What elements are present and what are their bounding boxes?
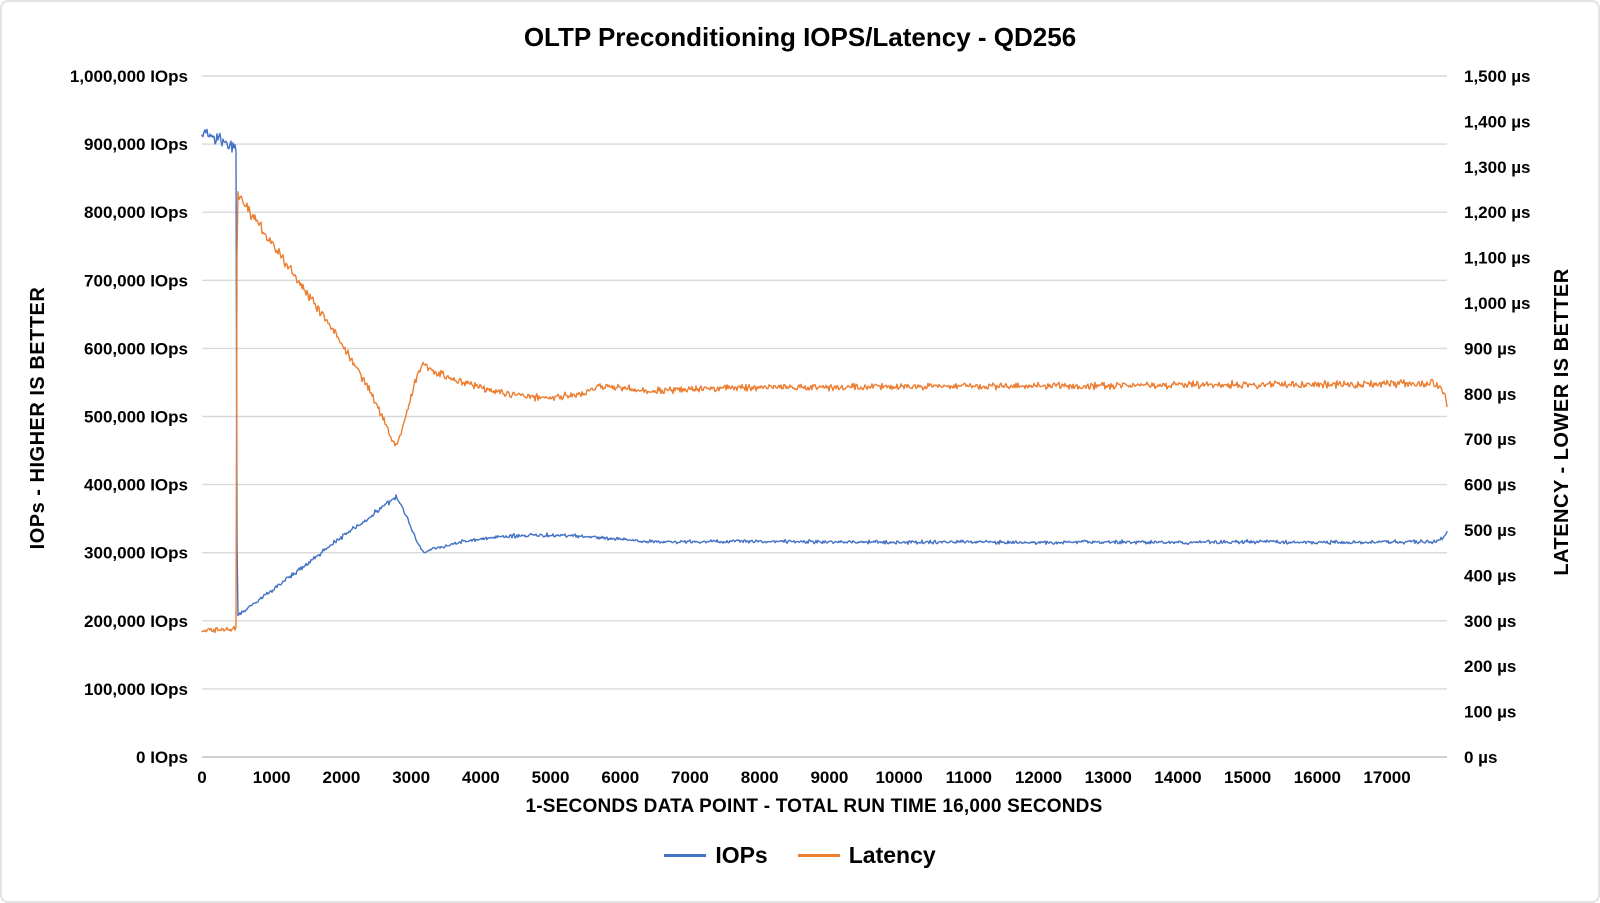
right-axis-tick-labels: 0 µs 100 µs 200 µs 300 µs 400 µs 500 µs 600 µs… — [1464, 67, 1531, 767]
iops-line-swatch-icon — [664, 853, 707, 857]
x-axis-tick-label: 15000 — [1224, 768, 1271, 787]
series-line-latency — [201, 191, 1448, 634]
legend-item-iops: IOPs — [664, 841, 768, 869]
x-axis-title: 1-SECONDS DATA POINT - TOTAL RUN TIME 16… — [526, 796, 1103, 817]
chart-title: OLTP Preconditioning IOPS/Latency - QD25… — [524, 22, 1076, 52]
right-axis-tick-label: 1,000 µs — [1464, 294, 1531, 313]
left-axis-tick-label: 800,000 IOps — [84, 203, 188, 222]
right-axis-tick-label: 900 µs — [1464, 339, 1516, 358]
left-axis-tick-label: 500,000 IOps — [84, 408, 188, 427]
right-axis-tick-label: 700 µs — [1464, 430, 1516, 449]
x-axis-tick-label: 1000 — [253, 768, 291, 787]
right-axis-tick-label: 500 µs — [1464, 521, 1516, 540]
x-axis-tick-label: 3000 — [392, 768, 430, 787]
x-axis-tick-label: 2000 — [323, 768, 361, 787]
right-axis-tick-label: 1,400 µs — [1464, 112, 1531, 131]
right-axis-tick-label: 300 µs — [1464, 612, 1516, 631]
x-axis-tick-label: 0 — [197, 768, 206, 787]
data-series — [201, 128, 1448, 634]
right-axis-tick-label: 200 µs — [1464, 657, 1516, 676]
gridlines — [202, 75, 1447, 758]
left-axis-tick-label: 600,000 IOps — [84, 339, 188, 358]
x-axis-tick-label: 9000 — [810, 768, 848, 787]
left-axis-tick-label: 400,000 IOps — [84, 476, 188, 495]
x-axis-tick-labels: 0 1000 2000 3000 4000 5000 6000 7000 8000 9000 100… — [197, 768, 1410, 787]
legend-label-latency: Latency — [848, 841, 936, 868]
x-axis-tick-label: 4000 — [462, 768, 500, 787]
left-axis-tick-label: 200,000 IOps — [84, 612, 188, 631]
x-axis-tick-label: 11000 — [946, 768, 992, 787]
left-axis-title: IOPs - HIGHER IS BETTER — [27, 287, 49, 550]
x-axis-tick-label: 8000 — [741, 768, 779, 787]
right-axis-tick-label: 1,500 µs — [1464, 67, 1531, 86]
x-axis-tick-label: 10000 — [875, 768, 922, 787]
right-axis-tick-label: 1,300 µs — [1464, 158, 1531, 177]
right-axis-tick-label: 1,200 µs — [1464, 203, 1531, 222]
left-axis-tick-labels: 0 IOps 100,000 IOps 200,000 IOps 300,000 IO… — [70, 67, 188, 767]
legend: IOPs Latency — [2, 838, 1598, 872]
right-axis-tick-label: 600 µs — [1464, 476, 1516, 495]
left-axis-tick-label: 900,000 IOps — [84, 135, 188, 154]
legend-item-latency: Latency — [797, 841, 936, 869]
x-axis-tick-label: 16000 — [1294, 768, 1341, 787]
right-axis-tick-label: 0 µs — [1464, 748, 1497, 767]
x-axis-tick-label: 13000 — [1085, 768, 1132, 787]
x-axis-tick-label: 12000 — [1015, 768, 1062, 787]
right-axis-tick-label: 400 µs — [1464, 566, 1516, 585]
x-axis-tick-label: 6000 — [601, 768, 639, 787]
right-axis-tick-label: 1,100 µs — [1464, 249, 1531, 268]
right-axis-tick-label: 800 µs — [1464, 385, 1516, 404]
x-axis-tick-label: 14000 — [1154, 768, 1201, 787]
legend-label-iops: IOPs — [715, 841, 768, 868]
left-axis-tick-label: 0 IOps — [136, 748, 188, 767]
left-axis-tick-label: 700,000 IOps — [84, 271, 188, 290]
right-axis-tick-label: 100 µs — [1464, 703, 1516, 722]
right-axis-title: LATENCY - LOWER IS BETTER — [1551, 268, 1573, 575]
left-axis-tick-label: 300,000 IOps — [84, 544, 188, 563]
x-axis-tick-label: 7000 — [671, 768, 709, 787]
series-line-iops — [201, 128, 1448, 617]
x-axis-tick-label: 17000 — [1363, 768, 1410, 787]
left-axis-tick-label: 100,000 IOps — [84, 680, 188, 699]
x-axis-tick-label: 5000 — [532, 768, 570, 787]
latency-line-swatch-icon — [797, 853, 840, 857]
left-axis-tick-label: 1,000,000 IOps — [70, 67, 188, 86]
